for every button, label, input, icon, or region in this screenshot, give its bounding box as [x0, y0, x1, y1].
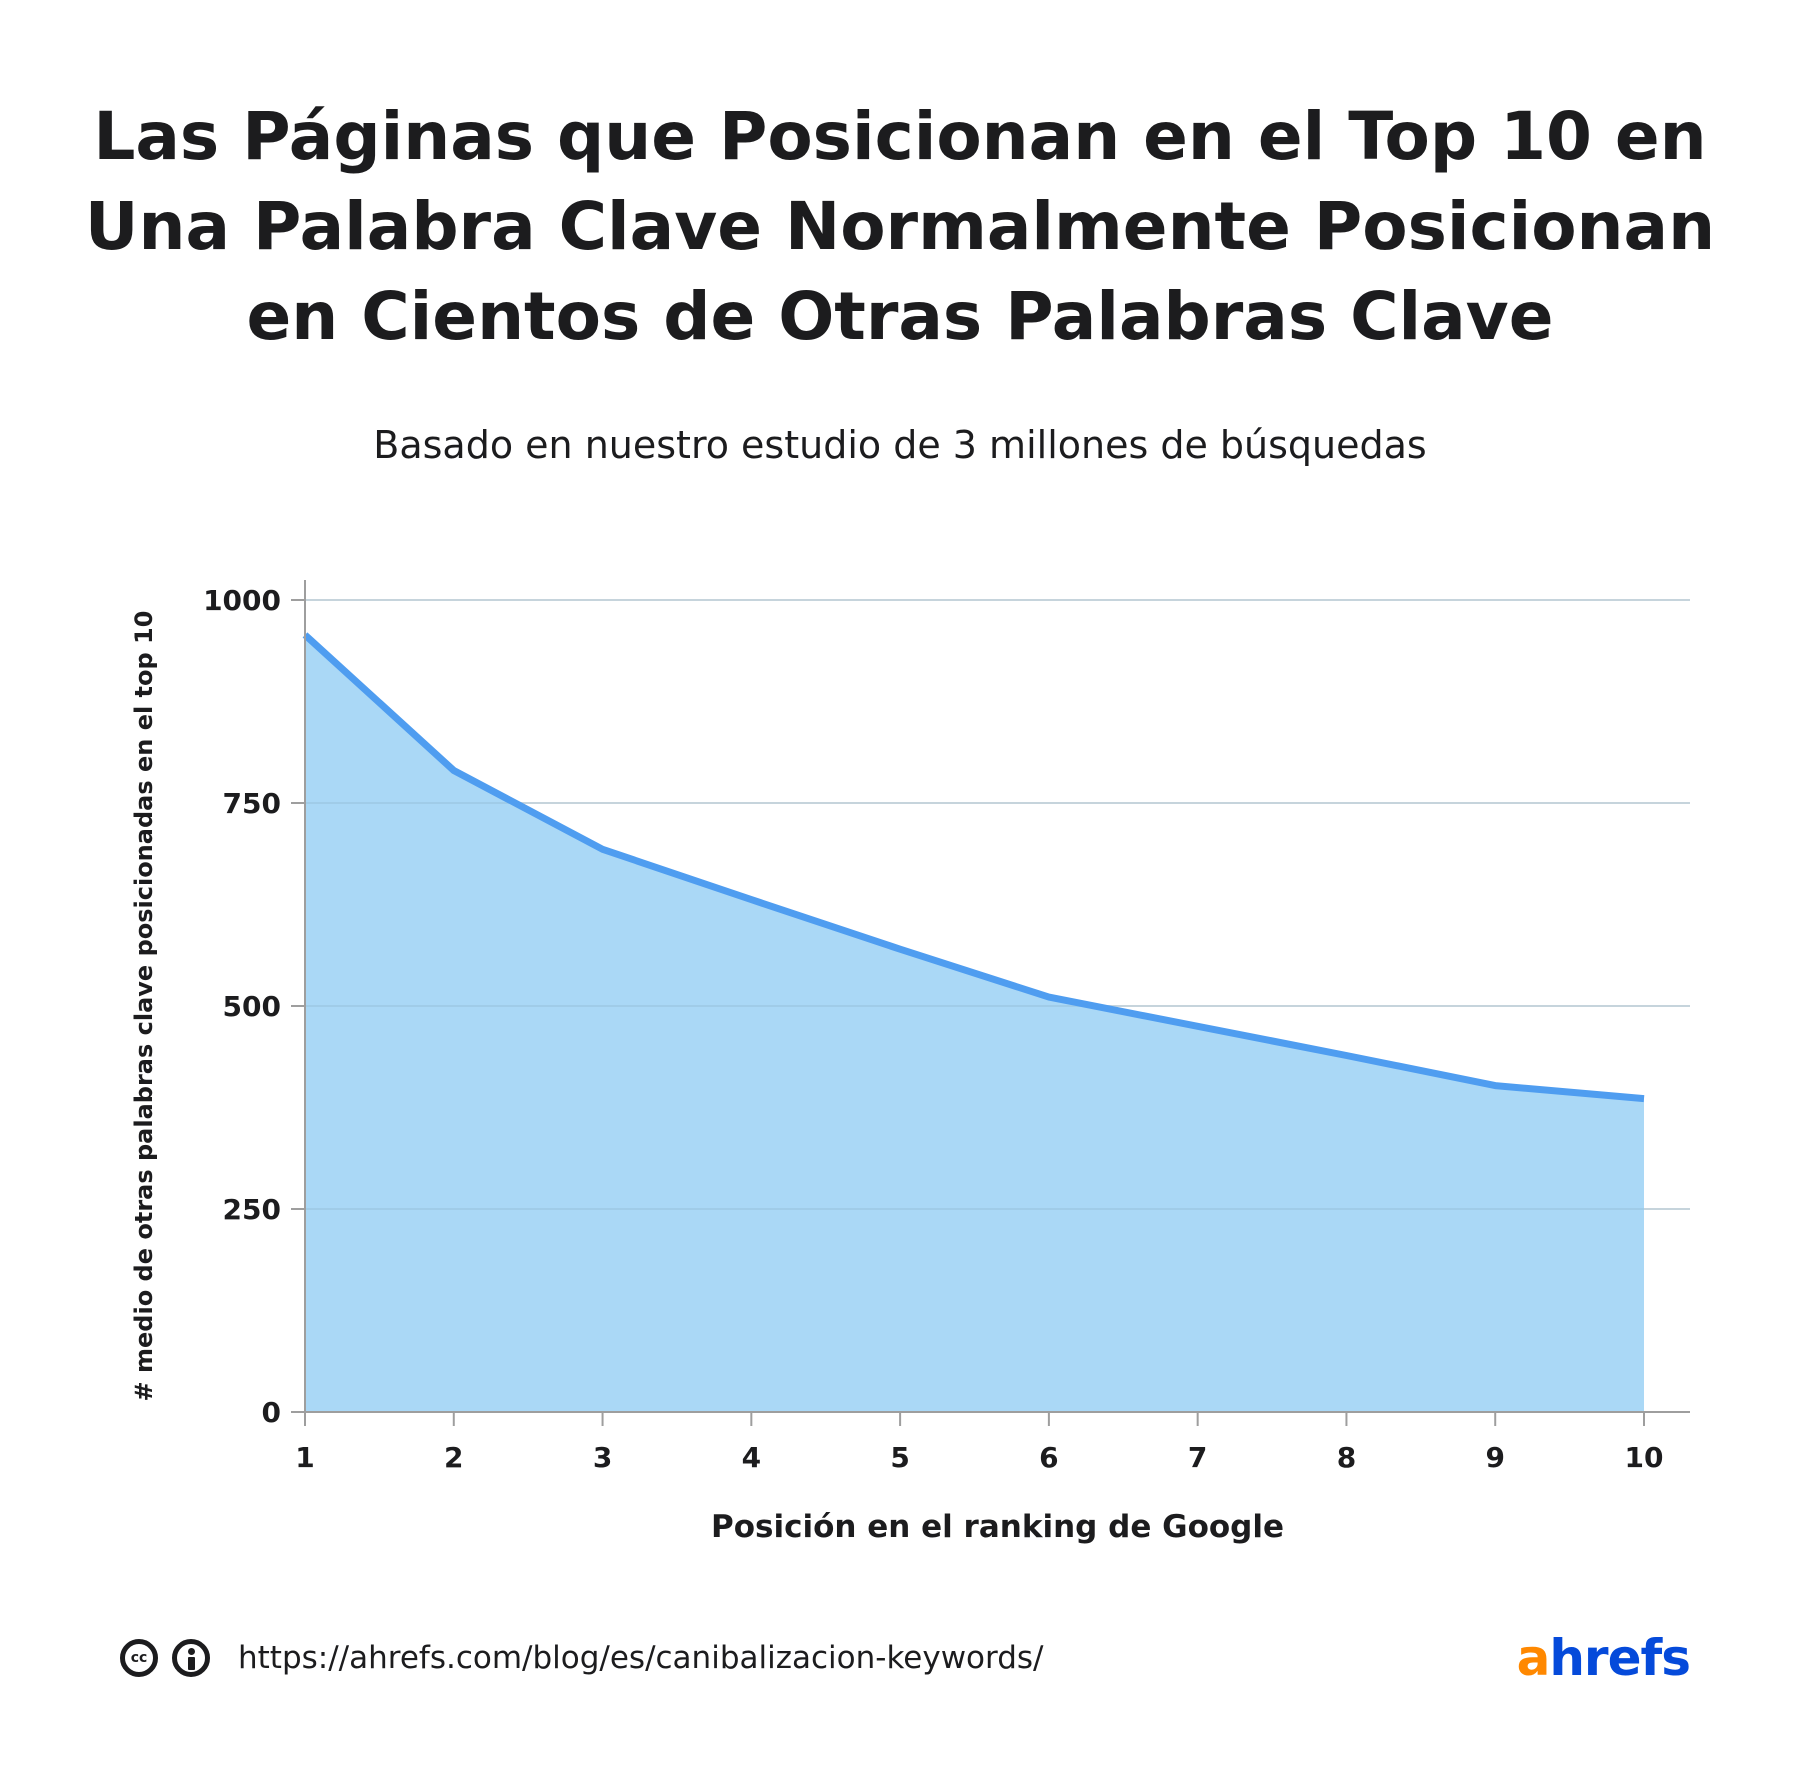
chart-title: Las Páginas que Posicionan en el Top 10 …: [80, 92, 1720, 362]
x-tick-label: 1: [295, 1441, 314, 1474]
footer: cc https://ahrefs.com/blog/es/canibaliza…: [120, 1633, 1044, 1683]
y-tick-label: 750: [223, 787, 281, 820]
y-tick-label: 0: [262, 1396, 281, 1429]
x-tick-label: 7: [1188, 1441, 1207, 1474]
x-tick-label: 5: [890, 1441, 909, 1474]
chart-subtitle: Basado en nuestro estudio de 3 millones …: [373, 423, 1427, 467]
series-line: [302, 632, 1645, 1103]
y-tick-label: 250: [223, 1193, 281, 1226]
x-tick-label: 2: [444, 1441, 463, 1474]
source-url[interactable]: https://ahrefs.com/blog/es/canibalizacio…: [238, 1640, 1044, 1676]
y-tick-label: 500: [223, 990, 281, 1023]
chart-title-line-2: Una Palabra Clave Normalmente Posicionan: [84, 188, 1716, 265]
x-tick-label: 9: [1485, 1441, 1504, 1474]
creative-commons-icon: cc: [120, 1639, 158, 1677]
chart-title-line-3: en Cientos de Otras Palabras Clave: [246, 278, 1554, 355]
x-tick-label: 4: [742, 1441, 761, 1474]
x-tick-label: 3: [593, 1441, 612, 1474]
x-tick-label: 10: [1625, 1441, 1664, 1474]
x-axis-ticks: 1 2 3 4 5 6 7 8 9 10: [295, 1412, 1663, 1474]
area-fill: [305, 634, 1644, 1412]
logo-letter-a: a: [1516, 1629, 1551, 1687]
chart-title-line-1: Las Páginas que Posicionan en el Top 10 …: [93, 98, 1707, 175]
y-axis-ticks: 0 250 500 750 1000: [203, 584, 305, 1429]
x-tick-label: 6: [1039, 1441, 1058, 1474]
logo-letters-hrefs: hrefs: [1549, 1629, 1691, 1687]
x-tick-label: 8: [1337, 1441, 1356, 1474]
x-axis-label: Posición en el ranking de Google: [711, 1509, 1284, 1545]
y-axis-label: # medio de otras palabras clave posicion…: [130, 611, 158, 1402]
y-tick-label: 1000: [203, 584, 281, 617]
ahrefs-logo: ahrefs: [1516, 1628, 1691, 1688]
attribution-icon: [172, 1639, 210, 1677]
axes: [304, 580, 1690, 1413]
